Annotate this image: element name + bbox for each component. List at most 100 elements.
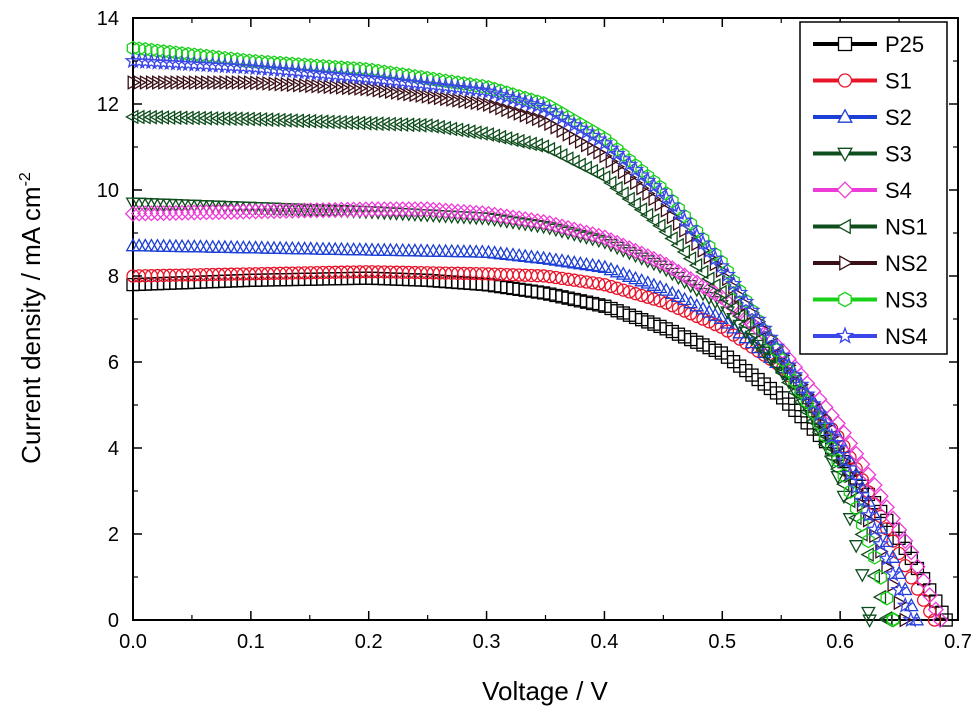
- data-point: [860, 606, 876, 621]
- data-point: [596, 170, 611, 185]
- data-point: [191, 55, 210, 73]
- data-point: [547, 216, 565, 234]
- data-point: [216, 56, 234, 74]
- data-point: [357, 115, 372, 131]
- data-point: [169, 45, 183, 61]
- data-point: [844, 468, 858, 484]
- data-point: [663, 196, 682, 213]
- data-point: [321, 114, 335, 130]
- data-point: [498, 131, 513, 146]
- data-point: [689, 298, 705, 312]
- y-tick-label: 8: [108, 266, 119, 288]
- data-point: [296, 202, 313, 219]
- data-point: [345, 115, 360, 131]
- data-point: [180, 204, 197, 221]
- data-point: [677, 275, 693, 290]
- data-point: [419, 118, 433, 133]
- data-point: [744, 324, 758, 340]
- data-point: [253, 111, 268, 127]
- data-point: [915, 572, 932, 590]
- data-point: [327, 201, 344, 219]
- data-point: [455, 123, 470, 139]
- data-point: [670, 288, 686, 303]
- data-point: [284, 202, 301, 219]
- data-point: [161, 204, 178, 222]
- data-point: [388, 116, 402, 132]
- y-axis-label-main: Current density / mA cm: [16, 186, 46, 463]
- data-point: [652, 218, 666, 234]
- data-point: [682, 219, 700, 236]
- data-point: [792, 375, 810, 393]
- data-point: [603, 175, 617, 191]
- data-point: [302, 202, 319, 219]
- legend-label: S2: [885, 105, 912, 130]
- data-point: [750, 332, 764, 348]
- data-point: [658, 263, 674, 278]
- data-point: [234, 57, 252, 75]
- y-tick-label: 12: [97, 94, 119, 116]
- legend-marker: [837, 73, 853, 88]
- data-point: [486, 206, 503, 223]
- data-point: [609, 180, 623, 196]
- data-point: [615, 186, 629, 202]
- data-point: [675, 211, 694, 228]
- data-point: [725, 300, 740, 316]
- data-point: [302, 113, 317, 129]
- data-point: [151, 43, 164, 59]
- data-point: [406, 117, 421, 133]
- data-point: [862, 533, 875, 549]
- data-point: [621, 268, 637, 282]
- data-point: [701, 271, 715, 287]
- data-point: [339, 115, 353, 131]
- data-point: [414, 69, 428, 85]
- legend-entry: NS3: [813, 288, 928, 313]
- data-point: [848, 445, 865, 462]
- data-point: [486, 128, 501, 144]
- data-point: [259, 112, 274, 128]
- data-point: [382, 116, 396, 132]
- data-point: [825, 440, 839, 456]
- data-point: [449, 122, 464, 138]
- data-point: [480, 127, 494, 142]
- data-point: [694, 234, 712, 251]
- y-axis-label-exponent: -2: [17, 172, 34, 186]
- data-point: [204, 204, 221, 221]
- data-point: [439, 73, 452, 89]
- y-tick-label: 2: [108, 524, 119, 546]
- data-point: [849, 500, 863, 516]
- data-point: [609, 241, 625, 256]
- data-point: [671, 301, 686, 316]
- data-point: [327, 114, 341, 130]
- data-point: [829, 415, 846, 432]
- data-point: [859, 506, 878, 523]
- data-point: [646, 257, 662, 272]
- data-point: [896, 596, 914, 613]
- data-point: [157, 44, 171, 59]
- data-point: [339, 201, 356, 218]
- data-point: [615, 266, 631, 280]
- data-point: [645, 212, 660, 228]
- data-point: [149, 109, 163, 125]
- data-point: [677, 291, 693, 306]
- data-point: [731, 308, 746, 324]
- data-point: [640, 255, 656, 269]
- data-point: [787, 385, 803, 399]
- data-point: [598, 278, 612, 292]
- data-point: [296, 113, 311, 129]
- data-point: [592, 277, 606, 291]
- data-point: [780, 356, 798, 373]
- data-point: [243, 53, 256, 69]
- data-point: [400, 117, 415, 133]
- data-point: [749, 310, 767, 328]
- data-point: [854, 456, 871, 473]
- legend-entries: P25 S1 S2 S3 S4 NS1 NS2 NS3 NS4: [813, 32, 928, 349]
- y-axis-label: Current density / mA cm-2: [16, 172, 46, 464]
- legend-marker: [836, 181, 854, 199]
- data-point: [628, 249, 643, 264]
- data-point: [640, 275, 656, 289]
- data-point: [841, 464, 859, 482]
- data-point: [278, 112, 292, 128]
- data-point: [866, 568, 881, 584]
- data-point: [222, 57, 240, 74]
- data-point: [855, 517, 869, 532]
